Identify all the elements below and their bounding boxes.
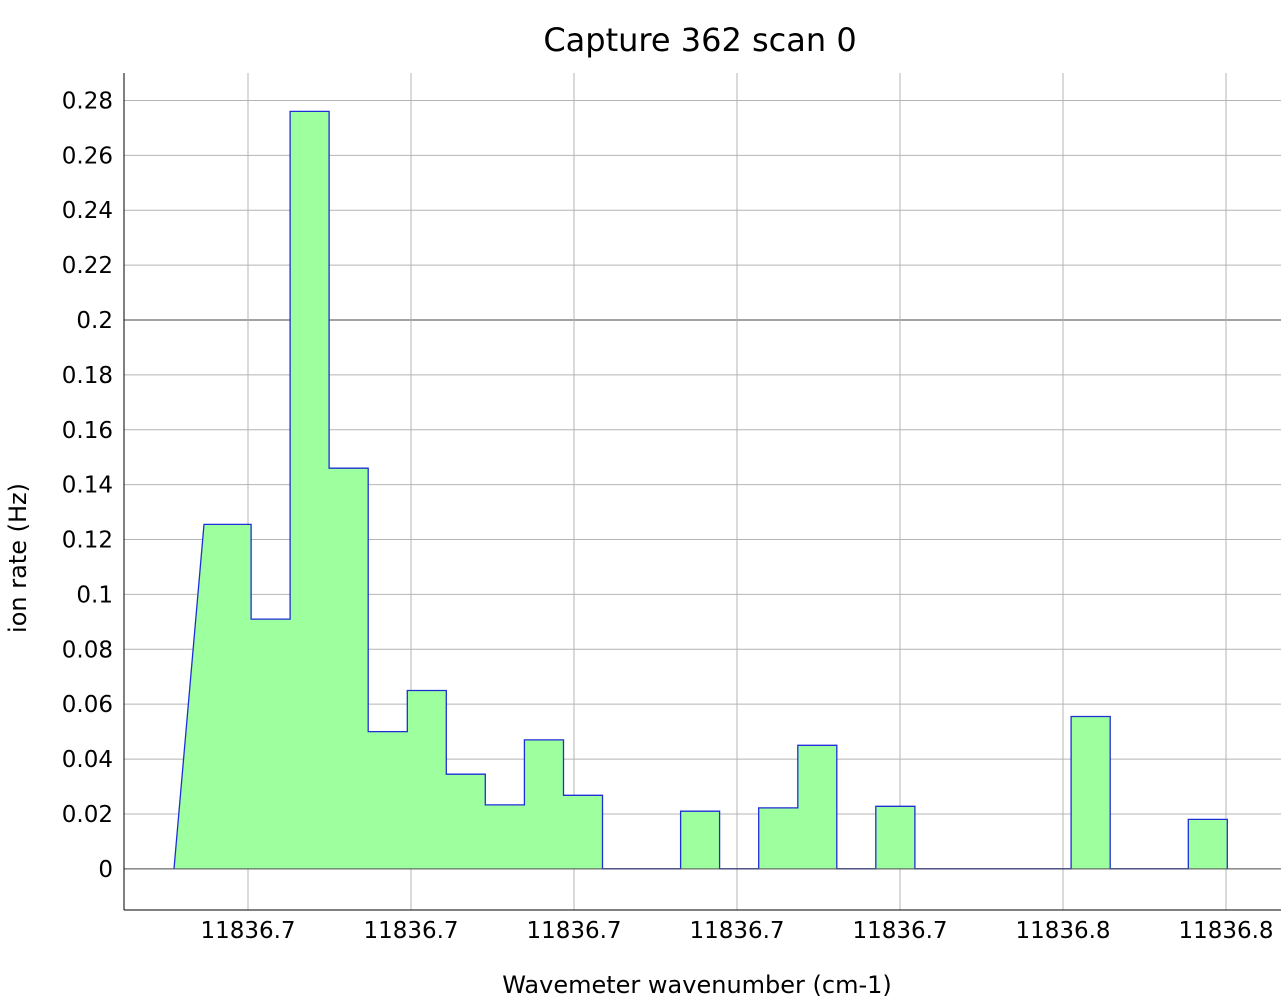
x-tick-label: 11836.8	[1015, 918, 1110, 944]
x-tick-label: 11836.7	[363, 918, 458, 944]
y-tick-label: 0.18	[62, 363, 113, 389]
chart-title: Capture 362 scan 0	[543, 21, 856, 59]
y-tick-label: 0.22	[62, 253, 113, 279]
y-tick-label: 0.2	[76, 308, 113, 334]
y-tick-label: 0.1	[76, 582, 113, 608]
x-tick-label: 11836.7	[200, 918, 295, 944]
area-fill	[174, 111, 1228, 869]
y-tick-label: 0.02	[62, 802, 113, 828]
y-ticks: 0 0.02 0.04 0.06 0.08 0.1 0.12 0.14 0.16 0.18 0.2 0…	[62, 88, 113, 882]
y-tick-label: 0	[98, 857, 113, 883]
y-tick-label: 0.14	[62, 473, 113, 499]
y-tick-label: 0.28	[62, 88, 113, 114]
y-tick-label: 0.16	[62, 418, 113, 444]
axes	[123, 73, 1281, 911]
y-tick-label: 0.06	[62, 692, 113, 718]
x-tick-label: 11836.8	[1178, 918, 1273, 944]
x-ticks: 11836.7 11836.7 11836.7 11836.7 11836.7 11836…	[200, 918, 1273, 944]
x-tick-label: 11836.7	[689, 918, 784, 944]
y-tick-label: 0.12	[62, 528, 113, 554]
y-tick-label: 0.08	[62, 637, 113, 663]
x-tick-label: 11836.7	[852, 918, 947, 944]
x-axis-label: Wavemeter wavenumber (cm-1)	[502, 971, 892, 999]
data-area	[173, 110, 1228, 870]
y-tick-label: 0.24	[62, 198, 113, 224]
y-tick-label: 0.26	[62, 143, 113, 169]
y-axis-label: ion rate (Hz)	[4, 483, 32, 633]
y-tick-label: 0.04	[62, 747, 113, 773]
x-tick-label: 11836.7	[526, 918, 621, 944]
